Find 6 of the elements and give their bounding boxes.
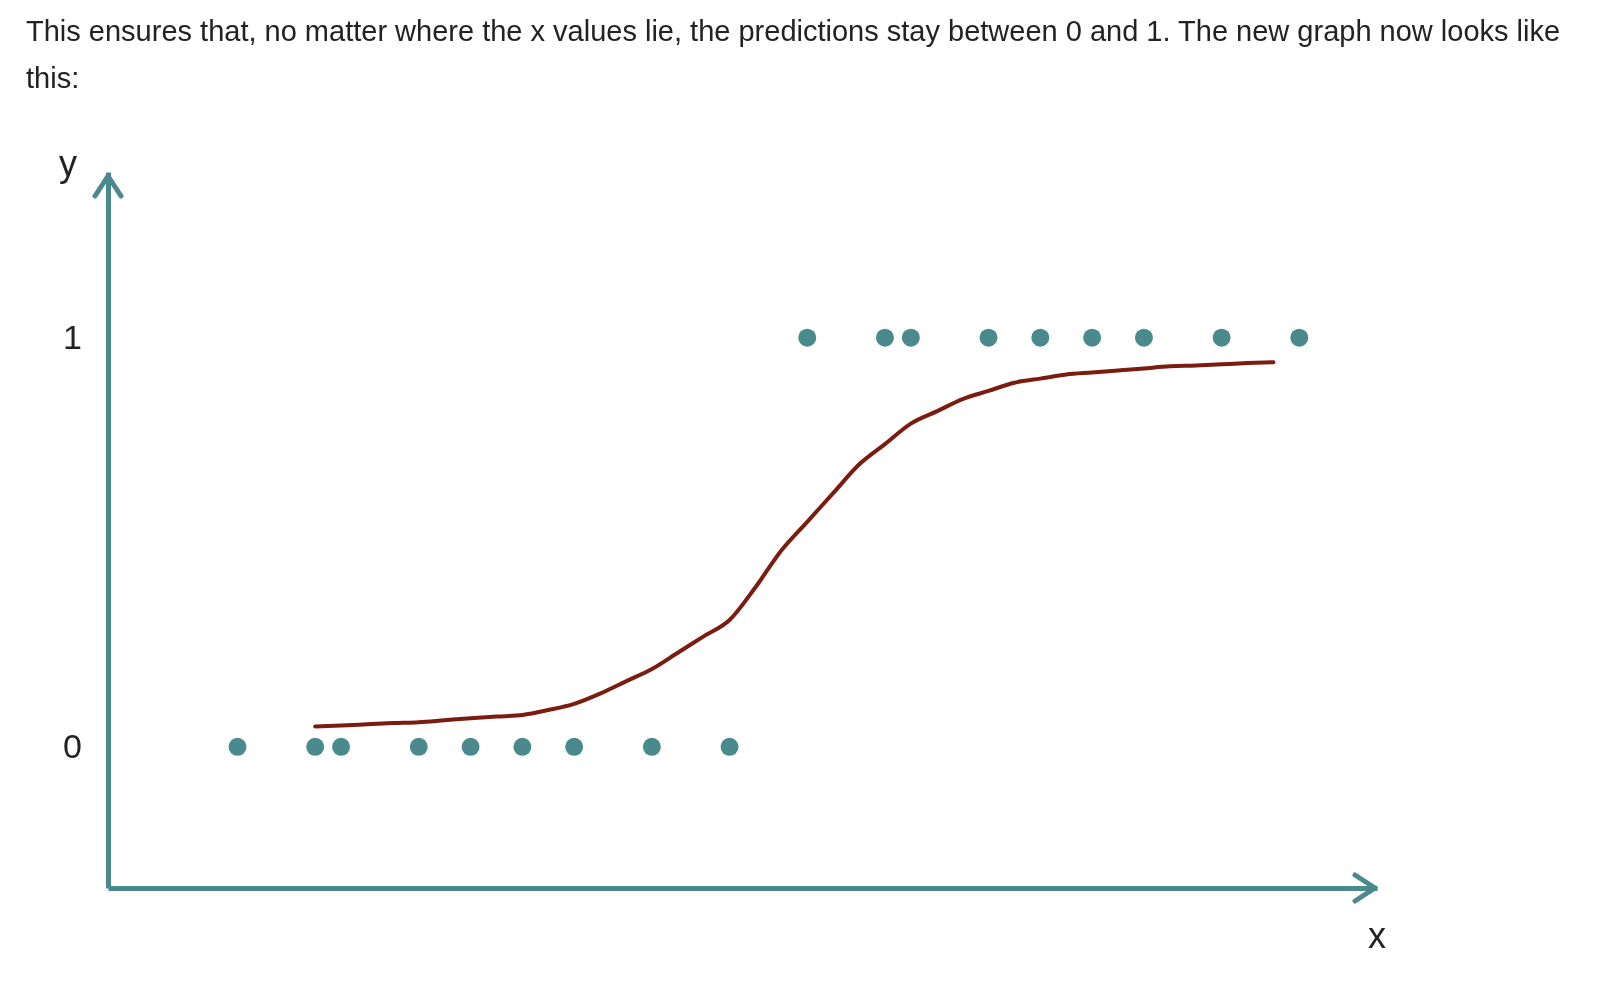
y-tick-label: 0 [63, 727, 82, 766]
y-tick-label: 1 [63, 318, 82, 357]
text: This ensures that, no matter where the x values lie, the predictions stay between 0 and 1. The new graph now looks like this: [26, 14, 1562, 96]
y-axis-title: y [59, 143, 77, 184]
x-axis-title: x [1368, 915, 1386, 956]
line-series [313, 360, 1276, 729]
